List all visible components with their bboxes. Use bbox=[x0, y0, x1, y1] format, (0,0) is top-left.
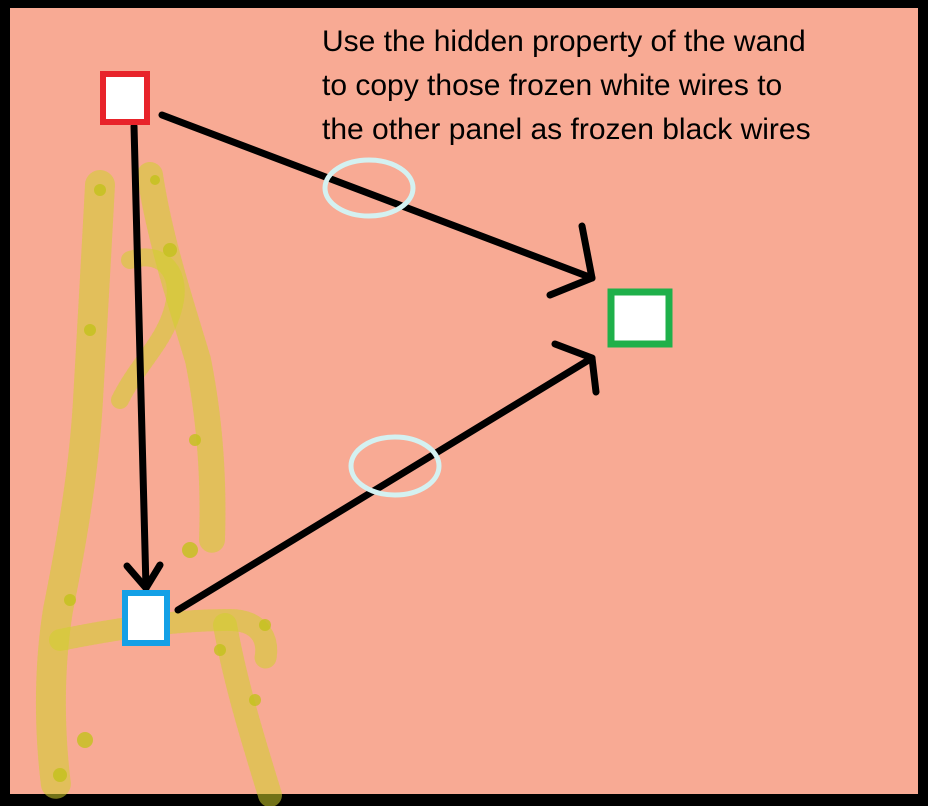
caption-text: Use the hidden property of the wand to c… bbox=[322, 20, 902, 152]
wire-blue-to-green bbox=[174, 340, 600, 614]
caption-line-2: to copy those frozen white wires to bbox=[322, 69, 783, 102]
arrowhead-green-bottom bbox=[551, 340, 600, 396]
blue-panel[interactable] bbox=[122, 590, 170, 646]
frozen-ring-upper bbox=[322, 157, 416, 219]
background-panel bbox=[10, 8, 918, 794]
yellow-scribble-dots bbox=[53, 175, 271, 782]
arrowhead-blue bbox=[123, 561, 164, 592]
yellow-scribble-drawing bbox=[35, 162, 282, 806]
frozen-ring-lower bbox=[348, 434, 442, 498]
arrowhead-green-top bbox=[546, 222, 596, 299]
caption-line-3: the other panel as frozen black wires bbox=[322, 113, 811, 146]
red-panel[interactable] bbox=[100, 71, 150, 125]
wire-red-to-blue bbox=[123, 122, 164, 592]
wire-red-to-green bbox=[158, 111, 596, 299]
caption-line-1: Use the hidden property of the wand bbox=[322, 25, 806, 58]
green-panel[interactable] bbox=[607, 288, 673, 348]
